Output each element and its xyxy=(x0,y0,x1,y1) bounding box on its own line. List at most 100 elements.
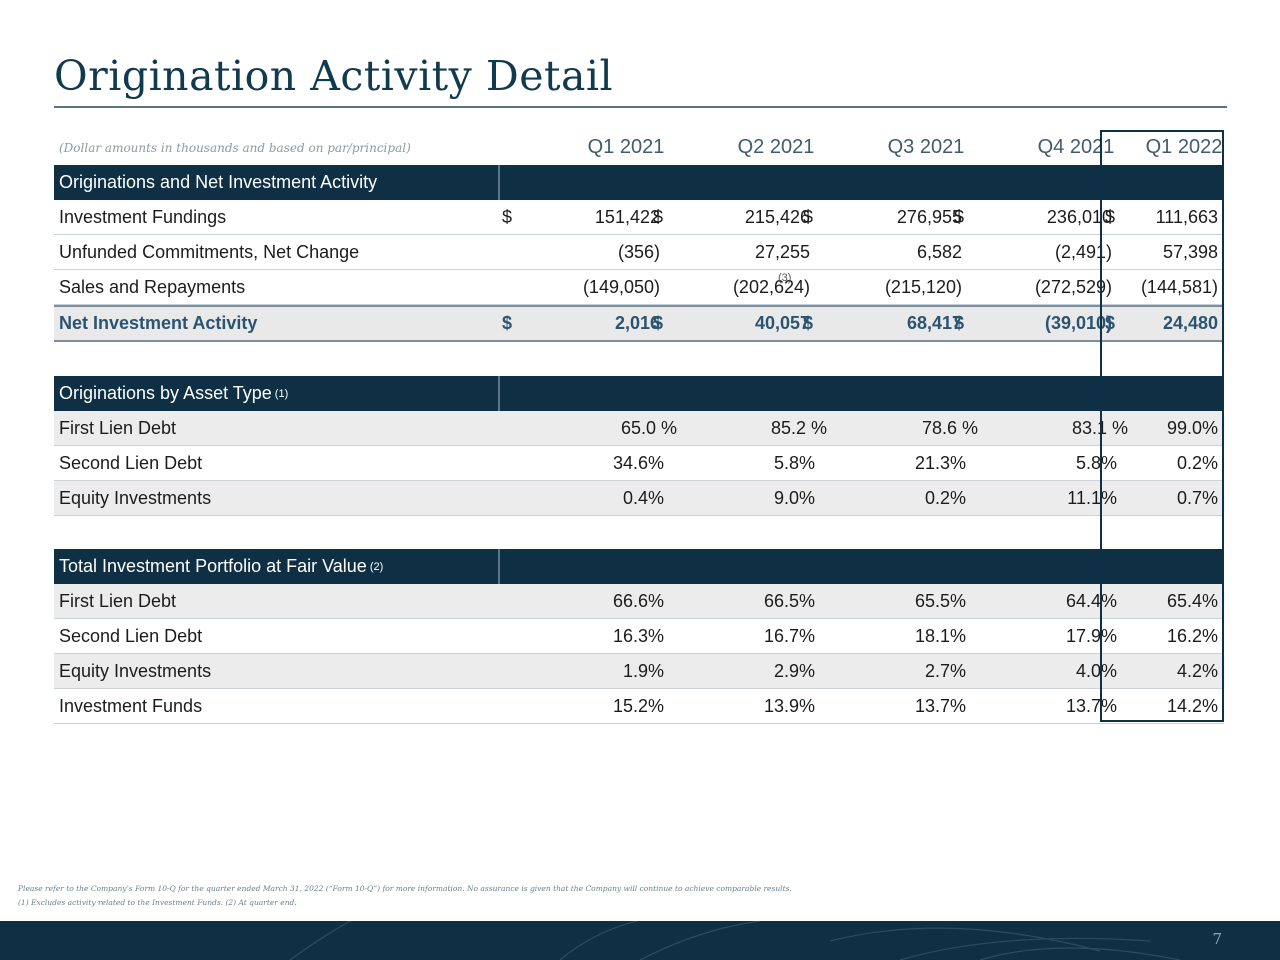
page-title: Origination Activity Detail xyxy=(54,52,614,100)
currency-symbol: $ xyxy=(502,206,513,227)
column-header-q1-2022: Q1 2022 xyxy=(1145,136,1223,158)
currency-symbol: $ xyxy=(502,313,513,333)
total-row: Net Investment Activity $ 2,016 $ 40,057… xyxy=(54,305,1224,342)
footnote-disclaimer: Please refer to the Company’s Form 10-Q … xyxy=(18,884,792,893)
row-label: Equity Investments xyxy=(59,487,212,508)
footnote-superscript: (2) xyxy=(369,560,384,573)
cell-value: 5.8% xyxy=(1075,452,1117,473)
cell-value: 5.8% xyxy=(773,452,815,473)
table-row: Equity Investments 1.9% 2.9% 2.7% 4.0% 4… xyxy=(54,654,1224,689)
cell-value: 16.3% xyxy=(612,625,664,646)
cell-value: 27,255 xyxy=(754,241,810,262)
section-title: Total Investment Portfolio at Fair Value… xyxy=(59,549,383,584)
footnote-superscript: (1) xyxy=(274,387,289,400)
table-row: Second Lien Debt 16.3% 16.7% 18.1% 17.9%… xyxy=(54,619,1224,654)
section-header-asset-type: Originations by Asset Type (1) xyxy=(54,376,1224,411)
cell-value: 24,480 xyxy=(1162,313,1218,333)
table-row: First Lien Debt 65.0 % 85.2 % 78.6 % 83.… xyxy=(54,411,1224,446)
cell-value: 65.4% xyxy=(1166,590,1218,611)
cell-value: 13.7% xyxy=(1065,695,1117,716)
cell-value: 40,057 xyxy=(754,313,810,333)
table-row: Sales and Repayments (149,050) (202,624)… xyxy=(54,270,1224,305)
cell-value: (149,050) xyxy=(582,276,660,297)
section-header-portfolio: Total Investment Portfolio at Fair Value… xyxy=(54,549,1224,584)
section-header-divider xyxy=(498,376,500,411)
section-title-text: Originations by Asset Type xyxy=(59,383,272,403)
cell-value: 85.2 % xyxy=(770,417,827,438)
currency-symbol: $ xyxy=(653,313,664,333)
cell-value: (202,624) xyxy=(732,276,810,297)
section-header-originations: Originations and Net Investment Activity xyxy=(54,165,1224,200)
page-number: 7 xyxy=(1212,930,1222,948)
cell-value: 0.7% xyxy=(1176,487,1218,508)
table-row: Unfunded Commitments, Net Change (356) 2… xyxy=(54,235,1224,270)
row-label: Investment Funds xyxy=(59,695,203,716)
cell-value: 276,955 xyxy=(896,206,962,227)
cell-value: 6,582 xyxy=(916,241,962,262)
table-row: Second Lien Debt 34.6% 5.8% 21.3% 5.8% 0… xyxy=(54,446,1224,481)
currency-symbol: $ xyxy=(653,206,664,227)
section-title-text: Total Investment Portfolio at Fair Value xyxy=(59,556,367,576)
cell-value: 34.6% xyxy=(612,452,664,473)
cell-value: 1.9% xyxy=(622,660,664,681)
currency-symbol: $ xyxy=(954,206,965,227)
cell-value: 17.9% xyxy=(1065,625,1117,646)
cell-value: 4.2% xyxy=(1176,660,1218,681)
cell-value: (39,010) xyxy=(1044,313,1112,333)
cell-value: (2,491) xyxy=(1054,241,1112,262)
cell-value: 151,422 xyxy=(594,206,660,227)
cell-value: 78.6 % xyxy=(921,417,978,438)
cell-value: 2.7% xyxy=(924,660,966,681)
cell-value: 18.1% xyxy=(914,625,966,646)
cell-value: (272,529) xyxy=(1034,276,1112,297)
cell-value: 15.2% xyxy=(612,695,664,716)
footer-band xyxy=(0,921,1280,960)
column-header-q1-2021: Q1 2021 xyxy=(587,136,665,158)
cell-value: 64.4% xyxy=(1065,590,1117,611)
table-row: Investment Funds 15.2% 13.9% 13.7% 13.7%… xyxy=(54,689,1224,724)
cell-value: 2,016 xyxy=(614,313,660,333)
footnote-marker: (3) xyxy=(778,272,792,284)
cell-value: (215,120) xyxy=(884,276,962,297)
row-label: Second Lien Debt xyxy=(59,625,203,646)
cell-value: 0.2% xyxy=(1176,452,1218,473)
cell-value: 57,398 xyxy=(1162,241,1218,262)
cell-value: 13.9% xyxy=(763,695,815,716)
row-label: First Lien Debt xyxy=(59,590,177,611)
cell-value: (356) xyxy=(617,241,660,262)
row-label: Unfunded Commitments, Net Change xyxy=(59,241,360,262)
cell-value: 99.0% xyxy=(1166,417,1218,438)
cell-value: 2.9% xyxy=(773,660,815,681)
cell-value: 83.1 % xyxy=(1071,417,1128,438)
table-row: First Lien Debt 66.6% 66.5% 65.5% 64.4% … xyxy=(54,584,1224,619)
column-header-q2-2021: Q2 2021 xyxy=(737,136,815,158)
cell-value: 65.0 % xyxy=(620,417,677,438)
cell-value: 0.2% xyxy=(924,487,966,508)
row-label: Net Investment Activity xyxy=(59,313,258,333)
units-note: (Dollar amounts in thousands and based o… xyxy=(59,140,411,155)
cell-value: 0.4% xyxy=(622,487,664,508)
currency-symbol: $ xyxy=(954,313,965,333)
cell-value: 68,417 xyxy=(906,313,962,333)
cell-value: 111,663 xyxy=(1155,206,1218,227)
table-row: Investment Fundings $ 151,422 $ 215,426 … xyxy=(54,200,1224,235)
currency-symbol: $ xyxy=(1105,313,1116,333)
cell-value: 21.3% xyxy=(914,452,966,473)
section-header-divider xyxy=(498,549,500,584)
row-label: Equity Investments xyxy=(59,660,212,681)
row-label: Investment Fundings xyxy=(59,206,227,227)
cell-value: 66.5% xyxy=(763,590,815,611)
cell-value: 65.5% xyxy=(914,590,966,611)
cell-value: 215,426 xyxy=(744,206,810,227)
section-title: Originations by Asset Type (1) xyxy=(59,376,288,411)
cell-value: 16.7% xyxy=(763,625,815,646)
table-header-row: (Dollar amounts in thousands and based o… xyxy=(54,130,1224,165)
section-header-divider xyxy=(498,165,500,200)
column-header-q4-2021: Q4 2021 xyxy=(1037,136,1115,158)
cell-value: (144,581) xyxy=(1140,276,1218,297)
cell-value: 11.1% xyxy=(1067,487,1117,508)
currency-symbol: $ xyxy=(803,313,814,333)
row-label: Sales and Repayments xyxy=(59,276,246,297)
cell-value: 9.0% xyxy=(773,487,815,508)
row-label: First Lien Debt xyxy=(59,417,177,438)
